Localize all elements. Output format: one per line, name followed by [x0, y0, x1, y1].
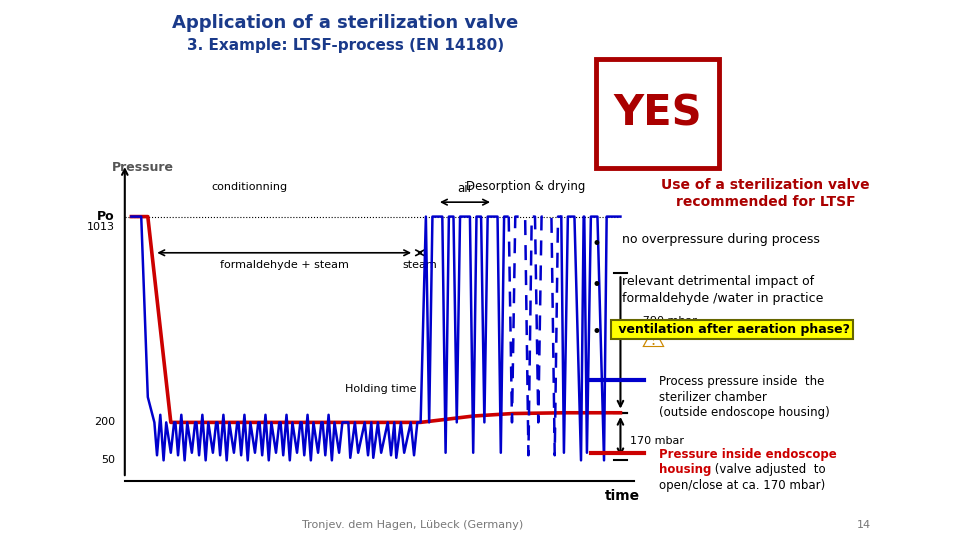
- Text: ~ 790 mbar: ~ 790 mbar: [631, 316, 697, 326]
- Text: recommended for LTSF: recommended for LTSF: [676, 195, 855, 210]
- Text: formaldehyde + steam: formaldehyde + steam: [220, 260, 348, 271]
- Text: ventilation after aeration phase?: ventilation after aeration phase?: [614, 323, 850, 336]
- Text: 3. Example: LTSF-process (EN 14180): 3. Example: LTSF-process (EN 14180): [187, 38, 504, 53]
- Text: 1013: 1013: [87, 221, 115, 232]
- Text: Pressure inside endoscope: Pressure inside endoscope: [660, 448, 837, 461]
- Text: 50: 50: [101, 455, 115, 465]
- Text: •: •: [591, 235, 601, 253]
- Text: housing: housing: [660, 463, 711, 476]
- Text: •: •: [591, 276, 601, 294]
- Text: Po: Po: [97, 210, 115, 223]
- Text: relevant detrimental impact of: relevant detrimental impact of: [621, 275, 814, 288]
- Text: open/close at ca. 170 mbar): open/close at ca. 170 mbar): [660, 478, 826, 491]
- Text: Process pressure inside  the: Process pressure inside the: [660, 375, 825, 388]
- Text: Tronjev. dem Hagen, Lübeck (Germany): Tronjev. dem Hagen, Lübeck (Germany): [302, 520, 523, 530]
- Text: (outside endoscope housing): (outside endoscope housing): [660, 406, 830, 419]
- Text: 170 mbar: 170 mbar: [631, 436, 684, 447]
- Text: air: air: [457, 181, 472, 194]
- Text: 14: 14: [857, 520, 871, 530]
- Text: Holding time: Holding time: [346, 384, 417, 395]
- FancyBboxPatch shape: [596, 59, 719, 168]
- Text: Use of a sterilization valve: Use of a sterilization valve: [661, 178, 870, 192]
- Text: sterilizer chamber: sterilizer chamber: [660, 390, 767, 403]
- Text: time: time: [605, 489, 640, 503]
- Text: Pressure: Pressure: [111, 161, 174, 174]
- Text: Desorption & drying: Desorption & drying: [467, 180, 586, 193]
- Text: •: •: [591, 323, 601, 341]
- Text: (valve adjusted  to: (valve adjusted to: [710, 463, 826, 476]
- Text: 200: 200: [94, 417, 115, 427]
- Text: ⚠: ⚠: [641, 325, 665, 353]
- Text: no overpressure during process: no overpressure during process: [621, 233, 820, 246]
- Text: steam: steam: [402, 260, 438, 271]
- Text: conditionning: conditionning: [211, 182, 288, 192]
- Text: YES: YES: [613, 92, 702, 134]
- Text: formaldehyde /water in practice: formaldehyde /water in practice: [621, 292, 823, 305]
- Text: Application of a sterilization valve: Application of a sterilization valve: [173, 14, 518, 31]
